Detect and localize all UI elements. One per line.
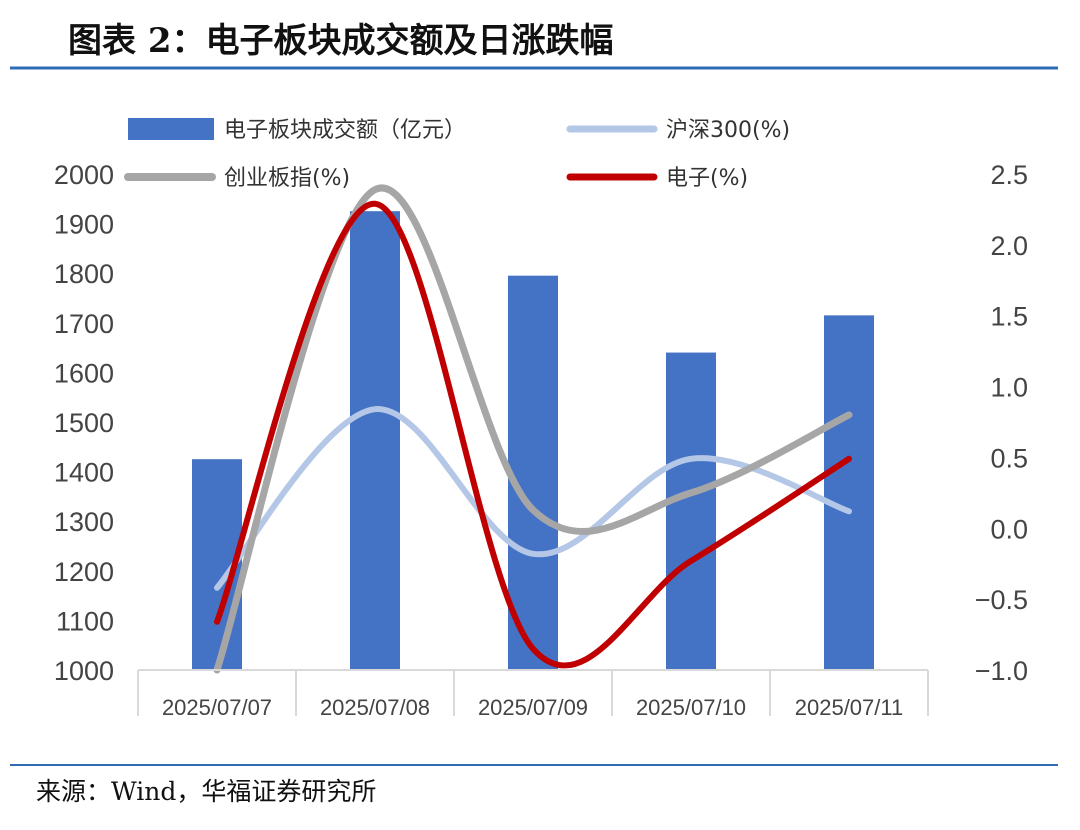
right-axis-tick-label: 1.0 <box>990 373 1028 403</box>
left-axis-tick-label: 1400 <box>54 458 114 488</box>
right-axis-tick-label: −1.0 <box>975 656 1028 686</box>
legend-label: 创业板指(%) <box>224 166 350 191</box>
bar-series <box>192 211 874 670</box>
left-axis-tick-label: 1200 <box>54 557 114 587</box>
left-axis-tick-label: 1600 <box>54 358 114 388</box>
legend-swatch <box>128 118 214 140</box>
right-axis-tick-label: 1.5 <box>990 302 1028 332</box>
bar-2025-07-11 <box>824 315 874 670</box>
legend-item-chinext: 创业板指(%) <box>124 166 350 191</box>
bar-2025-07-09 <box>508 275 558 670</box>
x-axis-tick-label: 2025/07/09 <box>478 695 588 720</box>
x-axis-tick-label: 2025/07/07 <box>162 695 272 720</box>
hs300-line <box>214 406 852 591</box>
right-axis-tick-label: −0.5 <box>975 585 1028 615</box>
x-axis: 2025/07/07 2025/07/08 2025/07/09 2025/07/10… <box>137 670 929 720</box>
right-axis-tick-label: 0.5 <box>990 443 1028 473</box>
right-y-axis: −1.0 −0.5 0.0 0.5 1.0 1.5 2.0 2.5 <box>975 160 1028 686</box>
x-axis-tick-label: 2025/07/11 <box>795 695 903 720</box>
bar-2025-07-08 <box>350 211 400 670</box>
source-note: 来源：Wind，华福证券研究所 <box>36 777 376 806</box>
left-axis-tick-label: 1000 <box>54 656 114 686</box>
left-axis-tick-label: 1800 <box>54 259 114 289</box>
right-axis-tick-label: 2.0 <box>990 231 1028 261</box>
x-axis-tick-label: 2025/07/08 <box>320 695 430 720</box>
left-y-axis: 1000 1100 1200 1300 1400 1500 1600 1700 1800 1900… <box>54 160 114 686</box>
right-axis-tick-label: 0.0 <box>990 514 1028 544</box>
left-axis-tick-label: 1500 <box>54 408 114 438</box>
left-axis-tick-label: 1300 <box>54 507 114 537</box>
legend-label: 电子板块成交额（亿元） <box>224 118 466 143</box>
legend-label: 沪深300(%) <box>666 118 790 143</box>
legend-item-electronics: 电子(%) <box>566 166 748 191</box>
legend-item-hs300: 沪深300(%) <box>566 118 790 143</box>
left-axis-tick-label: 1700 <box>54 309 114 339</box>
legend-item-turnover: 电子板块成交额（亿元） <box>128 118 466 143</box>
line-series <box>213 184 853 674</box>
left-axis-tick-label: 1100 <box>56 606 114 636</box>
left-axis-tick-label: 2000 <box>54 160 114 190</box>
legend-label: 电子(%) <box>666 166 748 191</box>
x-axis-tick-label: 2025/07/10 <box>636 695 746 720</box>
electronics-line <box>214 200 852 669</box>
bar-2025-07-10 <box>666 352 716 670</box>
figure-title: 图表 2：电子板块成交额及日涨跌幅 <box>68 21 614 61</box>
right-axis-tick-label: 2.5 <box>990 160 1028 190</box>
chinext-line <box>213 184 853 674</box>
chart-legend: 电子板块成交额（亿元） 沪深300(%) 创业板指(%) 电子(%) <box>124 118 790 191</box>
left-axis-tick-label: 1900 <box>54 210 114 240</box>
